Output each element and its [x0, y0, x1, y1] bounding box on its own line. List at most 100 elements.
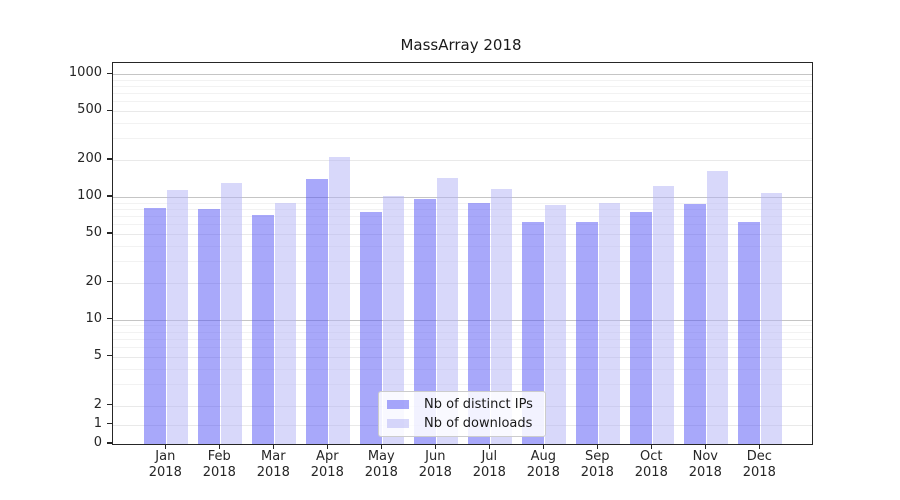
bar-ips-feb: [198, 208, 220, 444]
y-tick-label-10: 10: [85, 310, 102, 326]
legend-item-distinct-ips: Nb of distinct IPs: [387, 396, 537, 413]
x-tick-label-feb: Feb 2018: [202, 449, 236, 480]
y-tick-mark-1000: [107, 72, 112, 74]
gridline-70: [112, 216, 812, 218]
y-tick-label-200: 200: [77, 151, 102, 167]
y-tick-mark-0: [107, 442, 112, 444]
bar-downloads-apr: [328, 157, 351, 444]
x-tick-label-oct: Oct 2018: [634, 449, 668, 480]
gridline-60: [112, 224, 812, 226]
gridline-6: [112, 347, 812, 349]
bar-downloads-may: [382, 195, 405, 444]
gridline-1000: [112, 74, 812, 76]
legend-label-downloads: Nb of downloads: [424, 416, 533, 431]
y-tick-mark-20: [107, 281, 112, 283]
gridline-7: [112, 338, 812, 340]
x-tick-label-apr: Apr 2018: [310, 449, 344, 480]
bar-ips-aug: [522, 221, 544, 444]
gridline-800: [112, 86, 812, 88]
bar-downloads-mar: [274, 203, 297, 444]
gridline-8: [112, 331, 812, 333]
legend-swatch-ips: [387, 400, 409, 409]
y-tick-label-50: 50: [85, 224, 102, 240]
x-tick-label-may: May 2018: [364, 449, 398, 480]
x-tick-mark-jan: [164, 444, 166, 449]
y-tick-mark-1: [107, 423, 112, 425]
y-tick-label-500: 500: [77, 102, 102, 118]
gridline-600: [112, 101, 812, 103]
gridline-200: [112, 160, 812, 162]
plot-area: [111, 62, 813, 445]
gridline-700: [112, 93, 812, 95]
bar-ips-sep: [576, 221, 598, 444]
x-tick-label-dec: Dec 2018: [742, 449, 776, 480]
legend-label-ips: Nb of distinct IPs: [424, 397, 533, 412]
y-tick-mark-200: [107, 158, 112, 160]
bar-downloads-nov: [706, 170, 729, 444]
y-tick-mark-100: [107, 195, 112, 197]
x-tick-label-mar: Mar 2018: [256, 449, 290, 480]
gridline-10: [112, 319, 812, 321]
legend-item-downloads: Nb of downloads: [387, 415, 537, 432]
bar-ips-may: [360, 212, 382, 444]
bar-downloads-jul: [490, 188, 513, 444]
y-tick-label-100: 100: [77, 188, 102, 203]
x-tick-mark-dec: [758, 444, 760, 449]
x-tick-mark-may: [380, 444, 382, 449]
bar-downloads-jan: [166, 190, 189, 444]
bar-ips-jun: [414, 198, 436, 444]
gridline-20: [112, 282, 812, 284]
x-tick-label-jan: Jan 2018: [148, 449, 182, 480]
y-tick-label-5: 5: [93, 347, 102, 363]
y-tick-mark-50: [107, 232, 112, 234]
x-tick-mark-mar: [272, 444, 274, 449]
x-tick-label-jul: Jul 2018: [472, 449, 506, 480]
x-tick-mark-feb: [218, 444, 220, 449]
bar-downloads-aug: [544, 205, 567, 444]
bar-ips-apr: [306, 179, 328, 444]
gridline-90: [112, 202, 812, 204]
bar-ips-dec: [738, 222, 760, 444]
gridline-4: [112, 368, 812, 370]
bar-ips-jan: [144, 207, 166, 444]
x-tick-label-nov: Nov 2018: [688, 449, 722, 480]
gridline-500: [112, 111, 812, 113]
bar-ips-jul: [468, 202, 490, 444]
gridline-300: [112, 138, 812, 140]
gridline-40: [112, 245, 812, 247]
bar-downloads-dec: [760, 192, 783, 444]
gridline-900: [112, 79, 812, 81]
gridline-100: [112, 197, 812, 198]
gridline-30: [112, 261, 812, 263]
gridline-400: [112, 123, 812, 125]
x-tick-mark-nov: [704, 444, 706, 449]
x-tick-mark-aug: [542, 444, 544, 449]
bar-ips-mar: [252, 215, 274, 444]
bar-downloads-oct: [652, 185, 675, 444]
x-tick-mark-apr: [326, 444, 328, 449]
bar-downloads-jun: [436, 178, 459, 444]
gridline-50: [112, 233, 812, 235]
legend: Nb of distinct IPs Nb of downloads: [378, 391, 546, 437]
x-tick-mark-jul: [488, 444, 490, 449]
bar-downloads-sep: [598, 203, 621, 444]
y-tick-label-1000: 1000: [68, 65, 102, 81]
x-tick-label-aug: Aug 2018: [526, 449, 560, 480]
gridline-80: [112, 208, 812, 210]
x-tick-mark-oct: [650, 444, 652, 449]
gridline-3: [112, 384, 812, 385]
y-tick-mark-2: [107, 404, 112, 406]
y-tick-mark-10: [107, 318, 112, 320]
x-tick-label-sep: Sep 2018: [580, 449, 614, 480]
y-tick-label-1: 1: [93, 415, 102, 431]
y-tick-mark-5: [107, 355, 112, 357]
gridline-9: [112, 325, 812, 327]
y-tick-label-20: 20: [85, 273, 102, 289]
x-tick-mark-sep: [596, 444, 598, 449]
y-tick-label-0: 0: [93, 435, 102, 450]
legend-swatch-downloads: [387, 419, 409, 428]
x-tick-mark-jun: [434, 444, 436, 449]
bar-downloads-feb: [220, 182, 243, 444]
y-tick-mark-500: [107, 109, 112, 111]
